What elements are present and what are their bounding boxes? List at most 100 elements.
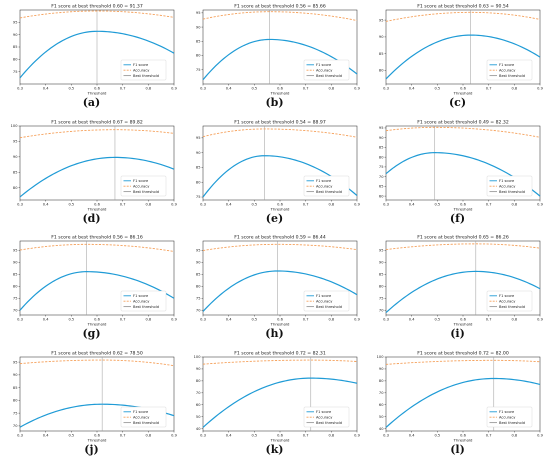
chart-panel: F1 score at best threshold 0.54 = 88.97 0… bbox=[196, 119, 361, 211]
chart-title: F1 score at best threshold 0.72 = 82.31 bbox=[234, 350, 326, 356]
y-tick-label: 90 bbox=[196, 261, 201, 265]
y-tick-label: 75 bbox=[196, 296, 201, 300]
x-tick-label: 0.3 bbox=[200, 318, 206, 322]
y-tick-label: 85 bbox=[196, 165, 201, 169]
x-tick-label: 0.5 bbox=[434, 433, 440, 437]
chart-title: F1 score at best threshold 0.65 = 86.26 bbox=[417, 235, 509, 241]
y-tick-label: 75 bbox=[379, 296, 384, 300]
x-tick-label: 0.4 bbox=[409, 87, 415, 91]
x-tick-label: 0.4 bbox=[43, 318, 49, 322]
subfigure-label: (f) bbox=[449, 211, 466, 225]
chart-title: F1 score at best threshold 0.49 = 82.32 bbox=[417, 119, 509, 125]
legend-label: Accuracy bbox=[133, 68, 150, 72]
legend-label: Best threshold bbox=[316, 189, 342, 193]
x-tick-label: 0.4 bbox=[226, 202, 232, 206]
x-tick-label: 0.8 bbox=[328, 87, 334, 91]
x-tick-label: 0.5 bbox=[251, 202, 257, 206]
x-tick-label: 0.4 bbox=[226, 318, 232, 322]
legend-label: Accuracy bbox=[499, 415, 516, 419]
x-tick-label: 0.5 bbox=[434, 202, 440, 206]
x-tick-label: 0.6 bbox=[94, 87, 100, 91]
x-tick-label: 0.8 bbox=[511, 202, 517, 206]
y-tick-label: 95 bbox=[13, 139, 18, 143]
y-tick-label: 85 bbox=[13, 45, 18, 49]
y-tick-label: 75 bbox=[13, 411, 18, 415]
y-tick-label: 95 bbox=[379, 126, 384, 130]
chart-title: F1 score at best threshold 0.56 = 85.66 bbox=[234, 4, 326, 10]
legend-label: Accuracy bbox=[316, 184, 333, 188]
chart-panel: F1 score at best threshold 0.62 = 78.50 0… bbox=[13, 350, 178, 442]
f1-score-line bbox=[385, 377, 541, 428]
y-tick-label: 85 bbox=[13, 385, 18, 389]
x-tick-label: 0.9 bbox=[354, 433, 360, 437]
subfigure-label: (k) bbox=[265, 442, 284, 456]
x-tick-label: 0.4 bbox=[43, 202, 49, 206]
x-tick-label: 0.5 bbox=[251, 87, 257, 91]
y-tick-label: 75 bbox=[196, 195, 201, 199]
y-tick-label: 80 bbox=[13, 285, 18, 289]
x-tick-label: 0.3 bbox=[383, 433, 389, 437]
y-tick-label: 100 bbox=[377, 355, 385, 359]
legend-label: Best threshold bbox=[316, 305, 342, 309]
x-tick-label: 0.9 bbox=[354, 87, 360, 91]
legend-label: Best threshold bbox=[133, 305, 159, 309]
y-tick-label: 50 bbox=[379, 414, 384, 418]
y-tick-label: 95 bbox=[196, 11, 201, 15]
chart-panel: F1 score at best threshold 0.72 = 82.00 0… bbox=[377, 350, 544, 442]
x-tick-label: 0.7 bbox=[486, 87, 492, 91]
legend-box bbox=[303, 175, 350, 196]
y-tick-label: 65 bbox=[379, 184, 384, 188]
x-tick-label: 0.8 bbox=[145, 433, 151, 437]
accuracy-line bbox=[385, 359, 541, 365]
y-tick-label: 75 bbox=[13, 70, 18, 74]
legend-label: F1 score bbox=[316, 179, 332, 183]
f1-score-line bbox=[202, 270, 358, 312]
legend-label: Accuracy bbox=[499, 184, 516, 188]
legend-label: F1 score bbox=[499, 410, 515, 414]
subfigure-label: (e) bbox=[265, 211, 284, 225]
y-tick-label: 80 bbox=[196, 54, 201, 58]
x-tick-label: 0.3 bbox=[17, 202, 23, 206]
y-tick-label: 95 bbox=[379, 249, 384, 253]
y-tick-label: 90 bbox=[196, 150, 201, 154]
x-tick-label: 0.8 bbox=[145, 202, 151, 206]
y-tick-label: 95 bbox=[196, 249, 201, 253]
x-axis-label: Threshold bbox=[270, 91, 290, 96]
legend-label: F1 score bbox=[133, 63, 149, 67]
chart-panel: F1 score at best threshold 0.72 = 82.31 0… bbox=[194, 350, 361, 442]
f1-score-line bbox=[19, 271, 175, 311]
y-tick-label: 70 bbox=[379, 174, 384, 178]
x-tick-label: 0.9 bbox=[537, 87, 543, 91]
y-tick-label: 90 bbox=[379, 367, 384, 371]
x-tick-label: 0.6 bbox=[460, 87, 466, 91]
x-tick-label: 0.5 bbox=[251, 318, 257, 322]
accuracy-line bbox=[19, 359, 175, 366]
legend-label: F1 score bbox=[133, 294, 149, 298]
chart-panel: F1 score at best threshold 0.65 = 86.26 0… bbox=[379, 235, 544, 327]
subfigure-label: (b) bbox=[265, 96, 284, 109]
legend-label: F1 score bbox=[499, 179, 515, 183]
x-tick-label: 0.6 bbox=[277, 318, 283, 322]
chart-title: F1 score at best threshold 0.63 = 90.54 bbox=[417, 4, 509, 10]
f1-score-line bbox=[385, 270, 541, 314]
y-tick-label: 80 bbox=[379, 379, 384, 383]
legend-box bbox=[486, 406, 533, 427]
legend-label: Accuracy bbox=[133, 299, 150, 303]
y-tick-label: 60 bbox=[196, 402, 201, 406]
y-tick-label: 70 bbox=[13, 308, 18, 312]
legend-label: F1 score bbox=[316, 410, 332, 414]
x-tick-label: 0.9 bbox=[354, 202, 360, 206]
chart-panel: F1 score at best threshold 0.56 = 86.16 0… bbox=[13, 235, 178, 327]
x-tick-label: 0.6 bbox=[460, 318, 466, 322]
x-tick-label: 0.9 bbox=[537, 318, 543, 322]
x-tick-label: 0.7 bbox=[303, 87, 309, 91]
y-tick-label: 80 bbox=[379, 285, 384, 289]
x-tick-label: 0.3 bbox=[17, 433, 23, 437]
y-tick-label: 90 bbox=[13, 373, 18, 377]
y-tick-label: 75 bbox=[196, 68, 201, 72]
accuracy-line bbox=[385, 126, 541, 138]
x-tick-label: 0.7 bbox=[303, 318, 309, 322]
legend-label: F1 score bbox=[316, 63, 332, 67]
accuracy-line bbox=[202, 128, 358, 138]
accuracy-line bbox=[19, 10, 175, 19]
